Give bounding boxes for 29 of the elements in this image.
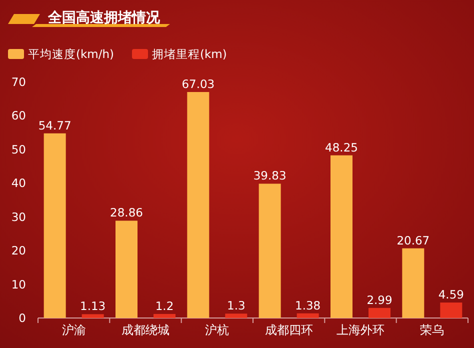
- y-tick-label: 10: [11, 277, 26, 292]
- y-tick-label: 50: [11, 142, 26, 156]
- y-tick-label: 30: [11, 210, 26, 224]
- legend-label: 平均速度(km/h): [28, 47, 114, 61]
- data-label: 20.67: [396, 233, 430, 248]
- data-label: 1.38: [295, 298, 321, 312]
- chart-title: 全国高速拥堵情况: [47, 9, 161, 26]
- data-label: 1.3: [227, 298, 246, 313]
- y-tick-label: 0: [18, 311, 26, 325]
- data-label: 67.03: [182, 77, 215, 92]
- x-tick-label: 沪杭: [205, 323, 230, 337]
- data-label: 28.86: [110, 206, 143, 220]
- x-tick-label: 沪渝: [62, 323, 86, 337]
- data-label: 1.2: [155, 298, 174, 313]
- data-label: 48.25: [325, 140, 358, 154]
- y-tick-label: 40: [11, 176, 26, 190]
- y-tick-label: 60: [11, 108, 26, 123]
- legend-label: 拥堵里程(km): [152, 47, 227, 61]
- x-tick-label: 上海外环: [336, 323, 384, 337]
- data-label: 39.83: [253, 168, 286, 183]
- x-tick-label: 荣乌: [420, 323, 444, 337]
- x-tick-label: 成都四环: [264, 323, 313, 337]
- data-label: 4.59: [438, 288, 464, 302]
- data-label: 2.99: [366, 292, 392, 307]
- y-tick-label: 20: [11, 244, 26, 258]
- data-label: 1.13: [80, 299, 106, 314]
- data-label: 54.77: [38, 118, 72, 132]
- x-tick-label: 成都绕城: [122, 323, 170, 337]
- y-tick-label: 70: [11, 75, 26, 89]
